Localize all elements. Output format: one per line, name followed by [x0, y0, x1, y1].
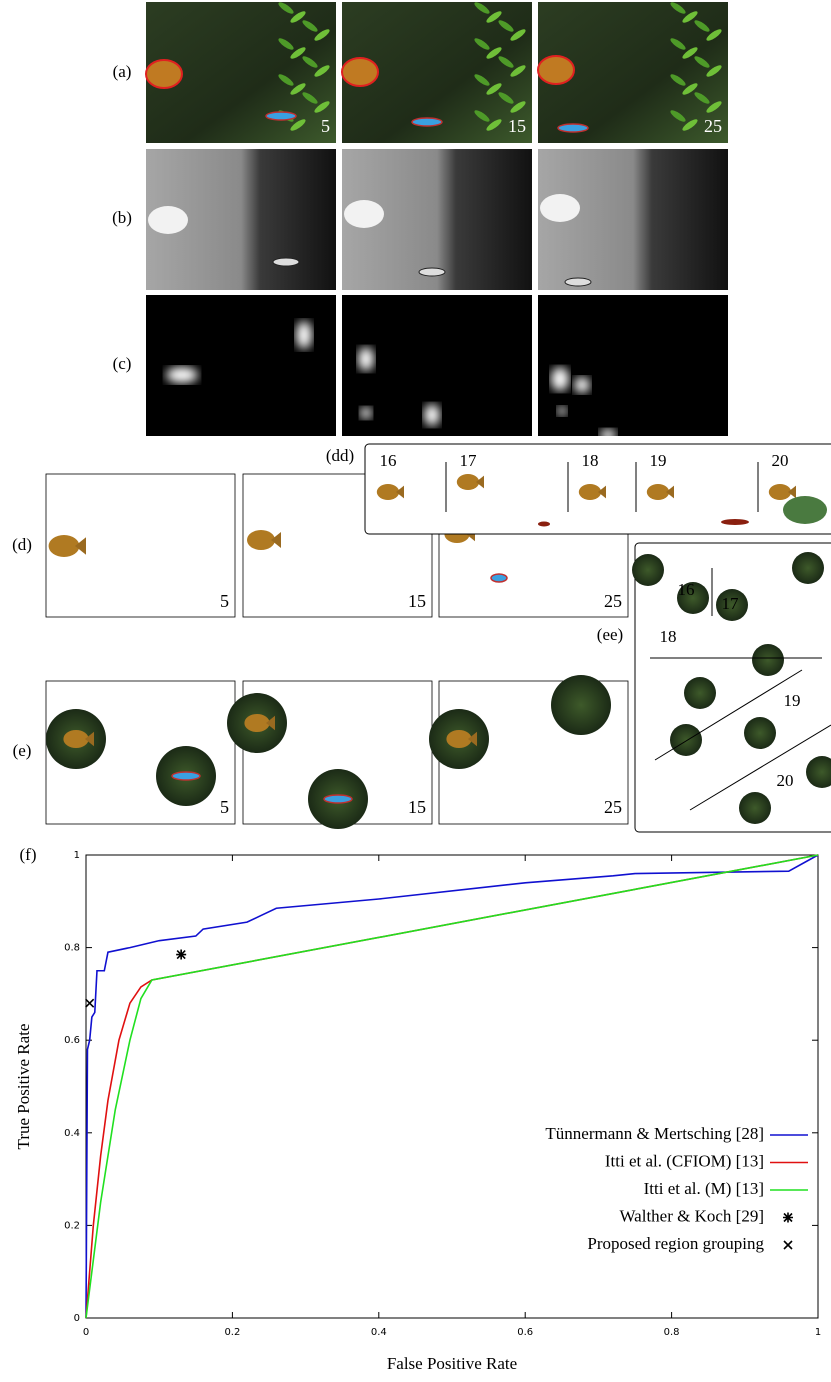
- frame-number: 5: [220, 797, 229, 817]
- dd-label: (dd): [326, 446, 354, 465]
- row-label: (e): [13, 741, 32, 760]
- neon-fish: [538, 522, 550, 527]
- figure: (a) (b) (c) (d) (e) (f) 5152551525(dd)16…: [0, 0, 831, 1382]
- fish: [446, 730, 471, 748]
- legend-label: Walther & Koch [29]: [620, 1206, 765, 1225]
- plant: [783, 496, 827, 524]
- frame-number: 5: [220, 591, 229, 611]
- ee-frame: 20: [777, 771, 794, 790]
- x-tick-label: 1: [815, 1327, 821, 1338]
- x-tick-label: 0.8: [664, 1327, 680, 1338]
- fish: [244, 714, 269, 732]
- neon-fish: [491, 574, 507, 582]
- neon-fish: [558, 124, 588, 132]
- blob: [273, 258, 299, 266]
- point-marker: [86, 999, 94, 1007]
- dd-frame: 19: [650, 451, 667, 470]
- fish: [457, 474, 479, 490]
- ee-frame: 17: [722, 594, 740, 613]
- frame-number: 25: [604, 591, 622, 611]
- y-tick-label: 1: [74, 850, 80, 861]
- saliency-blob: [574, 377, 590, 393]
- x-tick-label: 0.4: [371, 1327, 387, 1338]
- y-tick-label: 0.4: [64, 1128, 80, 1139]
- neon-fish: [266, 112, 296, 120]
- x-axis-label: False Positive Rate: [387, 1354, 517, 1373]
- x-tick-label: 0: [83, 1327, 89, 1338]
- frame-number: 5: [321, 116, 330, 136]
- fish: [377, 484, 399, 500]
- legend-label: Tünnermann & Mertsching [28]: [545, 1124, 764, 1143]
- fish: [63, 730, 88, 748]
- region: [752, 644, 784, 676]
- region: [632, 554, 664, 586]
- blob: [344, 200, 384, 228]
- fish: [647, 484, 669, 500]
- blob: [540, 194, 580, 222]
- row-label: (d): [12, 535, 32, 554]
- blob: [565, 278, 591, 286]
- region: [739, 792, 771, 824]
- blob: [148, 206, 188, 234]
- dd-frame: 17: [460, 451, 478, 470]
- frame-number: 15: [508, 116, 526, 136]
- saliency-blob: [600, 429, 616, 441]
- region: [744, 717, 776, 749]
- frame-number: 25: [704, 116, 722, 136]
- fish: [538, 56, 574, 84]
- ee-frame: 16: [678, 580, 695, 599]
- region: [792, 552, 824, 584]
- y-axis-label: True Positive Rate: [14, 1024, 33, 1150]
- fish: [49, 535, 80, 557]
- saliency-blob: [551, 367, 569, 391]
- region: [551, 675, 611, 735]
- blob: [419, 268, 445, 276]
- saliency-map: [538, 295, 728, 436]
- saliency-blob: [424, 404, 440, 426]
- ee-frame: 19: [784, 691, 801, 710]
- y-tick-label: 0.6: [64, 1035, 80, 1046]
- fish: [342, 58, 378, 86]
- legend-marker: [784, 1241, 792, 1249]
- region: [670, 724, 702, 756]
- saliency-blob: [166, 367, 198, 383]
- saliency-blob: [358, 347, 374, 371]
- row-label: (a): [113, 62, 132, 81]
- row-label: (f): [20, 845, 37, 864]
- legend-label: Itti et al. (CFIOM) [13]: [605, 1151, 764, 1170]
- neon-fish: [172, 772, 200, 780]
- dd-frame: 18: [582, 451, 599, 470]
- saliency-map: [146, 295, 336, 436]
- saliency-blob: [296, 321, 312, 349]
- fish: [247, 530, 275, 550]
- legend-marker: [783, 1213, 793, 1223]
- legend-label: Proposed region grouping: [587, 1234, 764, 1253]
- ee-label: (ee): [597, 625, 623, 644]
- frame-number: 15: [408, 591, 426, 611]
- neon-fish: [721, 519, 749, 525]
- ee-box: [635, 543, 831, 832]
- x-tick-label: 0.2: [224, 1327, 240, 1338]
- y-tick-label: 0: [74, 1313, 80, 1324]
- frame-number: 15: [408, 797, 426, 817]
- y-tick-label: 0.8: [64, 943, 80, 954]
- region: [684, 677, 716, 709]
- row-label: (c): [113, 354, 132, 373]
- fish: [579, 484, 601, 500]
- dd-frame: 16: [380, 451, 397, 470]
- legend-label: Itti et al. (M) [13]: [644, 1179, 764, 1198]
- fish: [146, 60, 182, 88]
- ee-frame: 18: [660, 627, 677, 646]
- neon-fish: [412, 118, 442, 126]
- fish: [769, 484, 791, 500]
- row-label: (b): [112, 208, 132, 227]
- saliency-blob: [557, 406, 567, 416]
- y-tick-label: 0.2: [64, 1220, 80, 1231]
- saliency-blob: [360, 407, 372, 419]
- point-marker: [176, 950, 186, 960]
- dd-frame: 20: [772, 451, 789, 470]
- x-tick-label: 0.6: [517, 1327, 533, 1338]
- frame-number: 25: [604, 797, 622, 817]
- neon-fish: [324, 795, 352, 803]
